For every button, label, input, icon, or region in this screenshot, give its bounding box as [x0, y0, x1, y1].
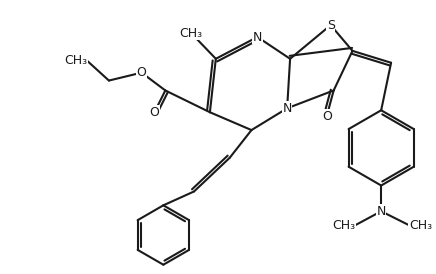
Text: O: O: [322, 110, 332, 123]
Text: N: N: [253, 30, 262, 44]
Text: CH₃: CH₃: [332, 219, 355, 232]
Text: CH₃: CH₃: [64, 54, 87, 67]
Text: O: O: [150, 106, 160, 119]
Text: CH₃: CH₃: [409, 219, 432, 232]
Text: O: O: [136, 66, 146, 79]
Text: S: S: [327, 19, 335, 32]
Text: N: N: [377, 205, 386, 218]
Text: CH₃: CH₃: [180, 27, 203, 39]
Text: N: N: [283, 102, 292, 115]
